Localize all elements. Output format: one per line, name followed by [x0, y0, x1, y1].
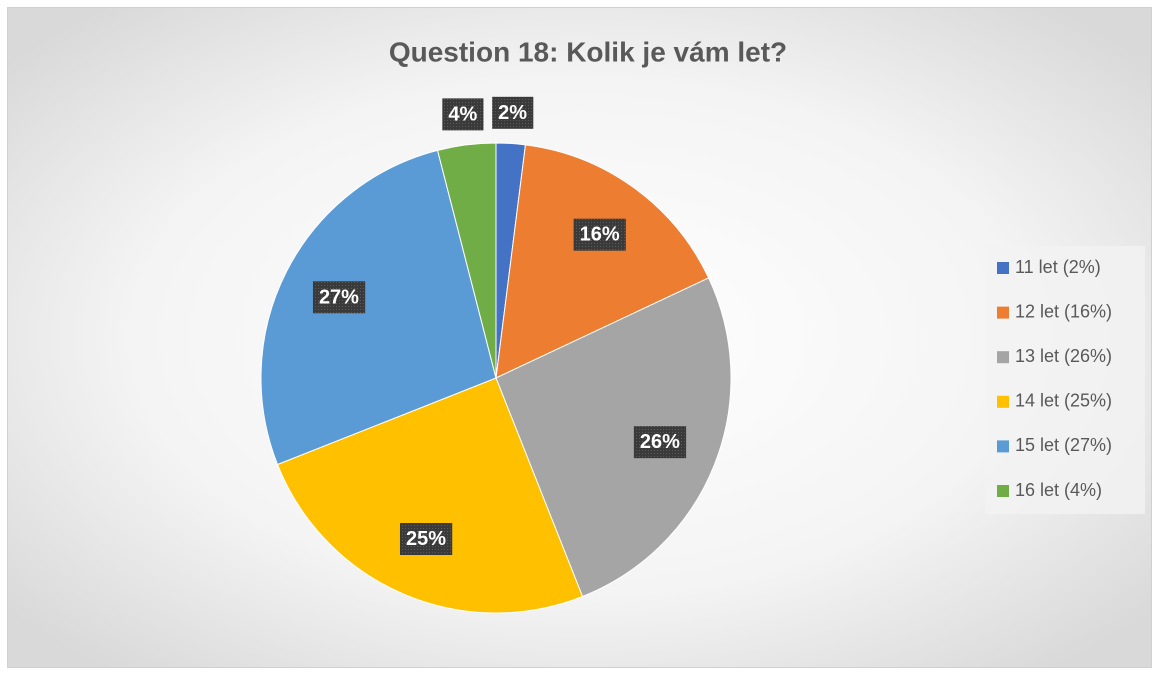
- legend-marker: [997, 485, 1009, 497]
- data-label-box: [399, 523, 453, 556]
- data-label: 26%: [640, 431, 680, 453]
- legend-marker: [997, 395, 1009, 408]
- legend-label: 12 let (16%): [1015, 301, 1112, 321]
- data-label: 27%: [319, 286, 359, 308]
- legend-marker: [997, 440, 1009, 453]
- data-label-box: [312, 281, 366, 314]
- legend-label: 11 let (2%): [1015, 257, 1101, 277]
- pie-slice: [495, 144, 710, 379]
- pie-slice: [436, 142, 497, 379]
- legend-label: 15 let (27%): [1015, 435, 1112, 455]
- legend-box: [985, 246, 1145, 514]
- data-label-box: [442, 98, 484, 131]
- legend-label: 13 let (26%): [1015, 346, 1112, 366]
- data-label: 2%: [498, 102, 527, 124]
- legend-label: 14 let (25%): [1015, 391, 1112, 411]
- pie-slice: [260, 149, 497, 466]
- legend-marker: [997, 306, 1009, 319]
- legend-marker: [997, 262, 1009, 274]
- data-label: 25%: [406, 528, 446, 550]
- data-label-box: [633, 426, 687, 459]
- data-label: 16%: [580, 224, 620, 246]
- data-label-box: [573, 218, 626, 251]
- data-label: 4%: [448, 103, 477, 125]
- legend-label: 16 let (4%): [1015, 480, 1102, 500]
- pie-slice: [495, 277, 732, 598]
- legend-marker: [997, 351, 1009, 364]
- data-label-box: [492, 96, 534, 129]
- pie-slice: [276, 377, 584, 614]
- chart-title: Question 18: Kolik je vám let?: [389, 36, 787, 67]
